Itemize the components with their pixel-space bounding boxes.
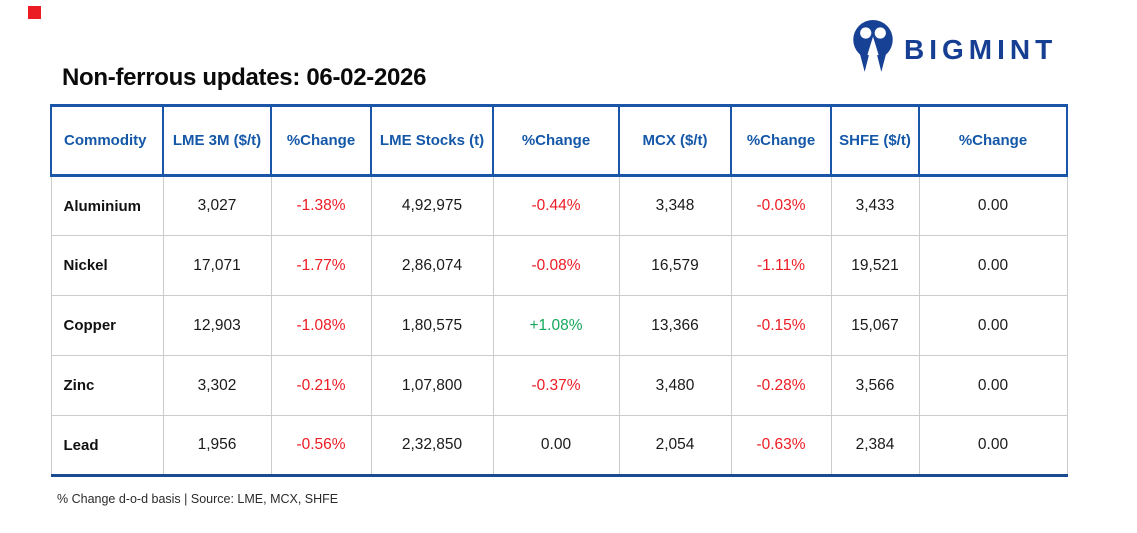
header-shfe: SHFE ($/t) — [830, 104, 920, 177]
commodity-table-wrap: Commodity LME 3M ($/t) %Change LME Stock… — [50, 104, 1068, 477]
value-cell: 1,07,800 — [370, 355, 494, 416]
change-cell: 0.00 — [918, 415, 1068, 477]
change-cell: -0.44% — [492, 175, 620, 236]
change-cell: -1.11% — [730, 235, 832, 296]
table-row-copper: Copper 12,903 -1.08% 1,80,575 +1.08% 13,… — [50, 295, 1068, 356]
table-row-zinc: Zinc 3,302 -0.21% 1,07,800 -0.37% 3,480 … — [50, 355, 1068, 416]
value-cell: 12,903 — [162, 295, 272, 356]
header-stocks-change: %Change — [492, 104, 620, 177]
change-cell: -0.08% — [492, 235, 620, 296]
header-lme-change: %Change — [270, 104, 372, 177]
change-cell: 0.00 — [492, 415, 620, 477]
value-cell: 2,054 — [618, 415, 732, 477]
value-cell: 17,071 — [162, 235, 272, 296]
brand-name: BIGMINT — [904, 33, 1058, 65]
commodity-cell: Aluminium — [50, 175, 164, 236]
value-cell: 3,027 — [162, 175, 272, 236]
value-cell: 2,86,074 — [370, 235, 494, 296]
header-lme-3m: LME 3M ($/t) — [162, 104, 272, 177]
change-cell: 0.00 — [918, 355, 1068, 416]
value-cell: 19,521 — [830, 235, 920, 296]
value-cell: 3,480 — [618, 355, 732, 416]
change-cell: -0.28% — [730, 355, 832, 416]
header-mcx-change: %Change — [730, 104, 832, 177]
change-cell: 0.00 — [918, 295, 1068, 356]
value-cell: 13,366 — [618, 295, 732, 356]
change-cell: -1.77% — [270, 235, 372, 296]
value-cell: 2,384 — [830, 415, 920, 477]
change-cell: -0.56% — [270, 415, 372, 477]
commodity-cell: Lead — [50, 415, 164, 477]
value-cell: 4,92,975 — [370, 175, 494, 236]
value-cell: 1,956 — [162, 415, 272, 477]
value-cell: 1,80,575 — [370, 295, 494, 356]
table-row-lead: Lead 1,956 -0.56% 2,32,850 0.00 2,054 -0… — [50, 415, 1068, 477]
change-cell: -1.38% — [270, 175, 372, 236]
commodity-cell: Zinc — [50, 355, 164, 416]
commodity-table: Commodity LME 3M ($/t) %Change LME Stock… — [50, 104, 1068, 477]
bigmint-logo-icon — [852, 20, 894, 79]
table-row-nickel: Nickel 17,071 -1.77% 2,86,074 -0.08% 16,… — [50, 235, 1068, 296]
red-corner-marker-icon — [28, 6, 41, 19]
change-cell: +1.08% — [492, 295, 620, 356]
header-mcx: MCX ($/t) — [618, 104, 732, 177]
bigmint-brand: BIGMINT — [852, 20, 1057, 79]
header-shfe-change: %Change — [918, 104, 1068, 177]
change-cell: 0.00 — [918, 235, 1068, 296]
page-title: Non-ferrous updates: 06-02-2026 — [62, 64, 427, 91]
change-cell: -0.21% — [270, 355, 372, 416]
change-cell: -0.15% — [730, 295, 832, 356]
change-cell: -1.08% — [270, 295, 372, 356]
source-footnote: % Change d-o-d basis | Source: LME, MCX,… — [57, 492, 339, 506]
commodity-cell: Nickel — [50, 235, 164, 296]
table-row-aluminium: Aluminium 3,027 -1.38% 4,92,975 -0.44% 3… — [50, 175, 1068, 236]
value-cell: 15,067 — [830, 295, 920, 356]
value-cell: 3,348 — [618, 175, 732, 236]
header-lme-stocks: LME Stocks (t) — [370, 104, 494, 177]
value-cell: 3,302 — [162, 355, 272, 416]
value-cell: 16,579 — [618, 235, 732, 296]
change-cell: 0.00 — [918, 175, 1068, 236]
change-cell: -0.03% — [730, 175, 832, 236]
header-commodity: Commodity — [50, 104, 164, 177]
value-cell: 3,433 — [830, 175, 920, 236]
table-header-row: Commodity LME 3M ($/t) %Change LME Stock… — [50, 104, 1068, 177]
value-cell: 2,32,850 — [370, 415, 494, 477]
change-cell: -0.37% — [492, 355, 620, 416]
change-cell: -0.63% — [730, 415, 832, 477]
commodity-cell: Copper — [50, 295, 164, 356]
value-cell: 3,566 — [830, 355, 920, 416]
